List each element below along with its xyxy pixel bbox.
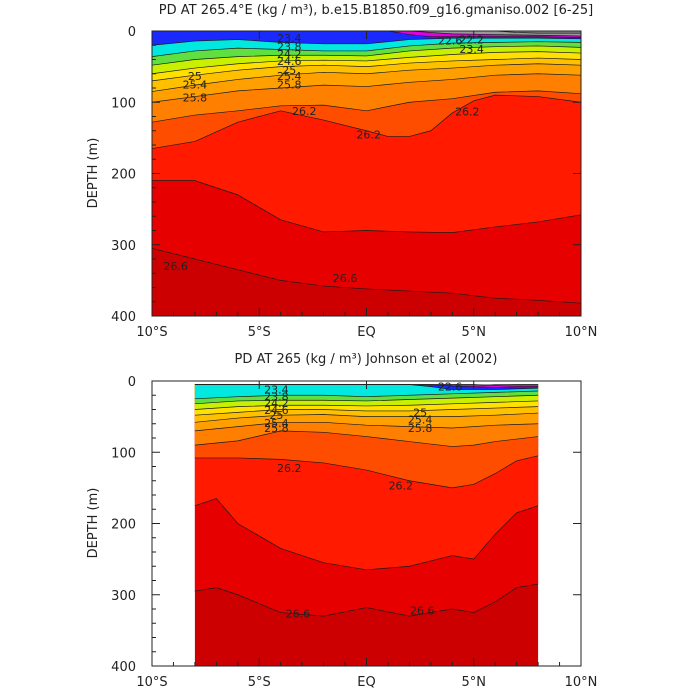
contour-label: 25 (413, 406, 427, 419)
x-tick-label: 5°N (462, 675, 487, 690)
panel-bottom-title: PD AT 265 (kg / m³) Johnson et al (2002) (235, 352, 498, 367)
contour-label: 25.8 (264, 422, 289, 435)
contour-label: 26.2 (277, 462, 302, 475)
contour-label: 25.8 (408, 422, 433, 435)
y-tick-label: 400 (111, 660, 136, 675)
contour-line-21.6 (194, 384, 539, 386)
contour-line-24.2 (194, 394, 539, 405)
contour-label: 25.4 (408, 413, 433, 426)
contour-line-25.4 (151, 63, 582, 92)
x-tick-label: EQ (357, 325, 375, 340)
contour-line-25.4 (194, 412, 539, 423)
y-tick-label: 100 (111, 446, 136, 461)
contour-label: 22.6 (438, 381, 463, 394)
contour-line-26 (151, 90, 582, 123)
contour-label: 26.6 (333, 272, 358, 285)
contour-line-26.6 (151, 247, 582, 304)
contour-line-23.8 (194, 390, 539, 400)
panel-top-title: PD AT 265.4°E (kg / m³), b.e15.B1850.f09… (159, 3, 593, 18)
contour-fill-22 (194, 384, 539, 388)
contour-label: 25 (188, 70, 202, 83)
contour-line-25.8 (151, 73, 582, 103)
contour-label: 26.6 (410, 604, 435, 617)
x-tick-label: 10°N (565, 675, 598, 690)
contour-line-26.6 (194, 583, 539, 617)
panel-top: PD AT 265.4°E (kg / m³), b.e15.B1850.f09… (86, 3, 597, 340)
contour-line-24.2 (151, 45, 582, 66)
contour-line-23.8 (151, 41, 582, 57)
x-tick-label: 10°S (136, 325, 167, 340)
contour-label: 24.2 (264, 397, 289, 410)
panel-bottom-contour-fills (194, 384, 539, 666)
y-tick-label: 0 (128, 375, 136, 390)
y-tick-label: 400 (111, 310, 136, 325)
panel-top-contour-labels: 23.423.824.224.62525.425.826.226.62525.4… (163, 32, 484, 285)
contour-label: 25.8 (277, 78, 302, 91)
y-tick-label: 200 (111, 518, 136, 533)
panel-bottom-ticks: 10°S 5°S EQ 5°N 10°N 0 100 200 300 400 (111, 375, 597, 690)
contour-label: 25.4 (264, 417, 289, 430)
x-tick-label: 5°N (462, 325, 487, 340)
x-tick-label: EQ (357, 675, 375, 690)
contour-label: 23.4 (277, 32, 302, 45)
contour-label: 24.6 (264, 404, 289, 417)
contour-label: 26.2 (356, 128, 381, 141)
contour-label: 22.6 (438, 34, 463, 47)
contour-label: 25.4 (277, 70, 302, 83)
contour-label: 23.4 (459, 43, 484, 56)
y-tick-label: 300 (111, 589, 136, 604)
x-tick-label: 10°N (565, 325, 598, 340)
contour-label: 26.6 (286, 607, 311, 620)
y-tick-label: 100 (111, 96, 136, 111)
y-tick-label: 0 (128, 25, 136, 40)
x-tick-label: 10°S (136, 675, 167, 690)
contour-line-26.2 (151, 94, 582, 149)
contour-label: 25 (269, 409, 283, 422)
contour-label: 26.2 (455, 106, 480, 119)
contour-label: 26.6 (163, 260, 188, 273)
panel-top-ticks: 10°S 5°S EQ 5°N 10°N 0 100 200 300 400 (111, 25, 597, 340)
contour-label: 25.4 (183, 78, 208, 91)
x-tick-label: 5°S (248, 325, 271, 340)
contour-line-26.4 (194, 498, 539, 571)
contour-line-23.4 (151, 37, 582, 46)
y-tick-label: 200 (111, 168, 136, 183)
contour-line-26.2 (194, 455, 539, 489)
contour-label: 23.8 (264, 391, 289, 404)
contour-line-25 (151, 57, 582, 82)
panel-top-ylabel: DEPTH (m) (86, 138, 101, 209)
contour-line-24.6 (194, 400, 539, 410)
contour-label: 23.4 (264, 384, 289, 397)
contour-label: 22.2 (459, 34, 484, 47)
contour-label: 25 (282, 64, 296, 77)
contour-label: 26.2 (292, 105, 317, 118)
x-tick-label: 5°S (248, 675, 271, 690)
contour-line-26.4 (152, 180, 582, 233)
panel-bottom-ylabel: DEPTH (m) (86, 488, 101, 559)
y-tick-label: 300 (111, 239, 136, 254)
contour-label: 24.2 (277, 48, 302, 61)
contour-line-26 (194, 430, 539, 447)
contour-line-25 (194, 406, 539, 416)
contour-label: 25.8 (183, 91, 208, 104)
contour-line-24.6 (151, 51, 582, 75)
contour-label: 23.8 (277, 41, 302, 54)
panel-bottom: PD AT 265 (kg / m³) Johnson et al (2002)… (86, 352, 597, 690)
contour-label: 26.2 (389, 480, 414, 493)
contour-label: 24.6 (277, 55, 302, 68)
contour-line-25.8 (194, 421, 539, 432)
